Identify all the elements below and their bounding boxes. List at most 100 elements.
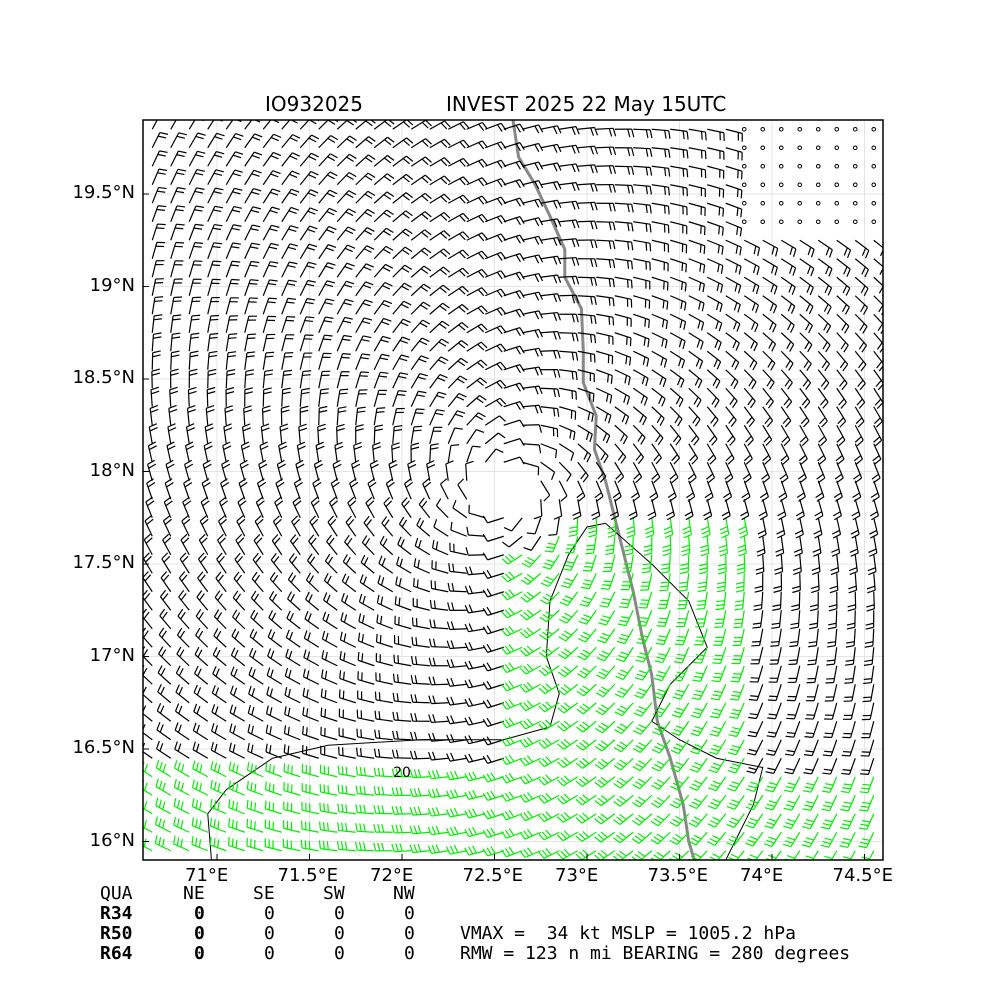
wind-barb — [299, 261, 317, 278]
wind-barb — [612, 480, 622, 502]
wind-barb — [281, 206, 299, 223]
wind-barb — [143, 665, 153, 685]
wind-barb-strong — [594, 831, 616, 843]
wind-barb-strong — [733, 610, 745, 629]
wind-barb — [633, 313, 650, 329]
wind-barb-strong — [519, 718, 542, 730]
wind-barb — [665, 499, 676, 521]
wind-barb — [482, 606, 504, 616]
wind-barb — [747, 721, 764, 738]
wind-barb — [466, 445, 481, 463]
wind-barb — [301, 744, 319, 759]
wind-barb — [244, 279, 259, 296]
wind-barb — [392, 336, 411, 352]
wind-barb — [157, 665, 172, 685]
wind-barb — [725, 387, 738, 409]
wind-barb — [143, 646, 153, 667]
y-tick-label: 17°N — [89, 644, 135, 666]
wind-barb — [805, 684, 819, 702]
wind-barb — [299, 207, 318, 223]
wind-barb — [231, 628, 246, 648]
wind-barb — [669, 443, 681, 465]
wind-barb — [633, 295, 651, 309]
wind-barb-strong — [576, 683, 597, 697]
wind-barb — [784, 739, 801, 757]
wind-barb — [614, 443, 627, 464]
wind-barb — [188, 314, 201, 333]
wind-barb — [725, 313, 741, 332]
y-tick-label: 17.5°N — [72, 552, 135, 573]
calm-marker — [797, 219, 803, 225]
wind-barb-strong — [710, 702, 727, 719]
wind-barb — [373, 371, 389, 389]
wind-barb — [758, 499, 768, 521]
wind-barb — [170, 241, 185, 259]
wind-barb-strong — [729, 702, 745, 719]
wind-barb — [429, 374, 448, 389]
wind-barb-strong — [557, 757, 579, 768]
wind-barb — [200, 496, 210, 518]
wind-barb-strong — [602, 554, 616, 573]
wind-barb — [447, 194, 470, 204]
wind-barb-strong — [264, 819, 282, 833]
wind-barb-strong — [615, 646, 634, 663]
wind-barb — [225, 187, 243, 204]
wind-barb — [596, 258, 616, 269]
wind-barb — [540, 218, 562, 228]
wind-barb — [482, 515, 504, 524]
wind-barb — [817, 239, 833, 258]
wind-barb-strong — [634, 683, 653, 699]
wind-barb — [169, 386, 179, 407]
wind-barb-strong — [651, 757, 671, 772]
wind-barb — [706, 424, 718, 446]
wind-barb — [428, 714, 449, 724]
wind-barb — [522, 366, 543, 376]
wind-barb — [248, 685, 264, 704]
wind-barb — [299, 387, 310, 407]
wind-barb — [144, 515, 154, 537]
wind-barb — [432, 539, 449, 556]
wind-barb — [725, 295, 741, 313]
wind-barb-strong — [319, 802, 338, 815]
wind-barb — [750, 647, 764, 665]
wind-barb — [262, 261, 279, 278]
wind-barb — [669, 461, 679, 484]
wind-barb — [156, 721, 172, 741]
wind-barb — [633, 147, 653, 157]
wind-barb — [344, 534, 357, 556]
wind-barb — [410, 301, 431, 315]
x-tick-label: 71.5°E — [277, 865, 338, 886]
x-tick-label: 71°E — [185, 865, 229, 886]
wind-barb — [743, 369, 757, 390]
wind-barb — [849, 536, 859, 557]
wind-barb — [452, 499, 468, 519]
wind-barb-strong — [596, 665, 616, 680]
wind-barb — [447, 176, 470, 186]
wind-barb — [576, 480, 586, 502]
wind-barb — [206, 386, 216, 407]
wind-barb-strong — [557, 665, 579, 678]
wind-barb — [304, 610, 320, 630]
calm-marker — [871, 200, 877, 206]
wind-barb — [762, 276, 778, 295]
wind-barb-strong — [300, 839, 319, 852]
wind-barb-strong — [727, 757, 745, 774]
wind-barb — [284, 687, 301, 704]
wind-barb — [374, 710, 393, 722]
wind-barb — [841, 758, 856, 775]
wind-barb — [762, 313, 777, 333]
wind-barb — [596, 350, 614, 365]
wind-barb — [151, 260, 165, 278]
wind-barb — [355, 406, 366, 426]
calm-marker — [815, 145, 821, 151]
wind-barb-strong — [210, 798, 227, 815]
wind-barb — [725, 276, 742, 294]
storm-id-title: IO932025 — [265, 92, 363, 116]
wind-barb — [410, 174, 432, 186]
wind-barb — [779, 462, 789, 484]
wind-barb-strong — [764, 813, 782, 829]
wind-barb — [373, 209, 394, 223]
wind-barb — [447, 139, 470, 149]
wind-barb-strong — [575, 776, 597, 788]
wind-barb — [336, 171, 357, 186]
